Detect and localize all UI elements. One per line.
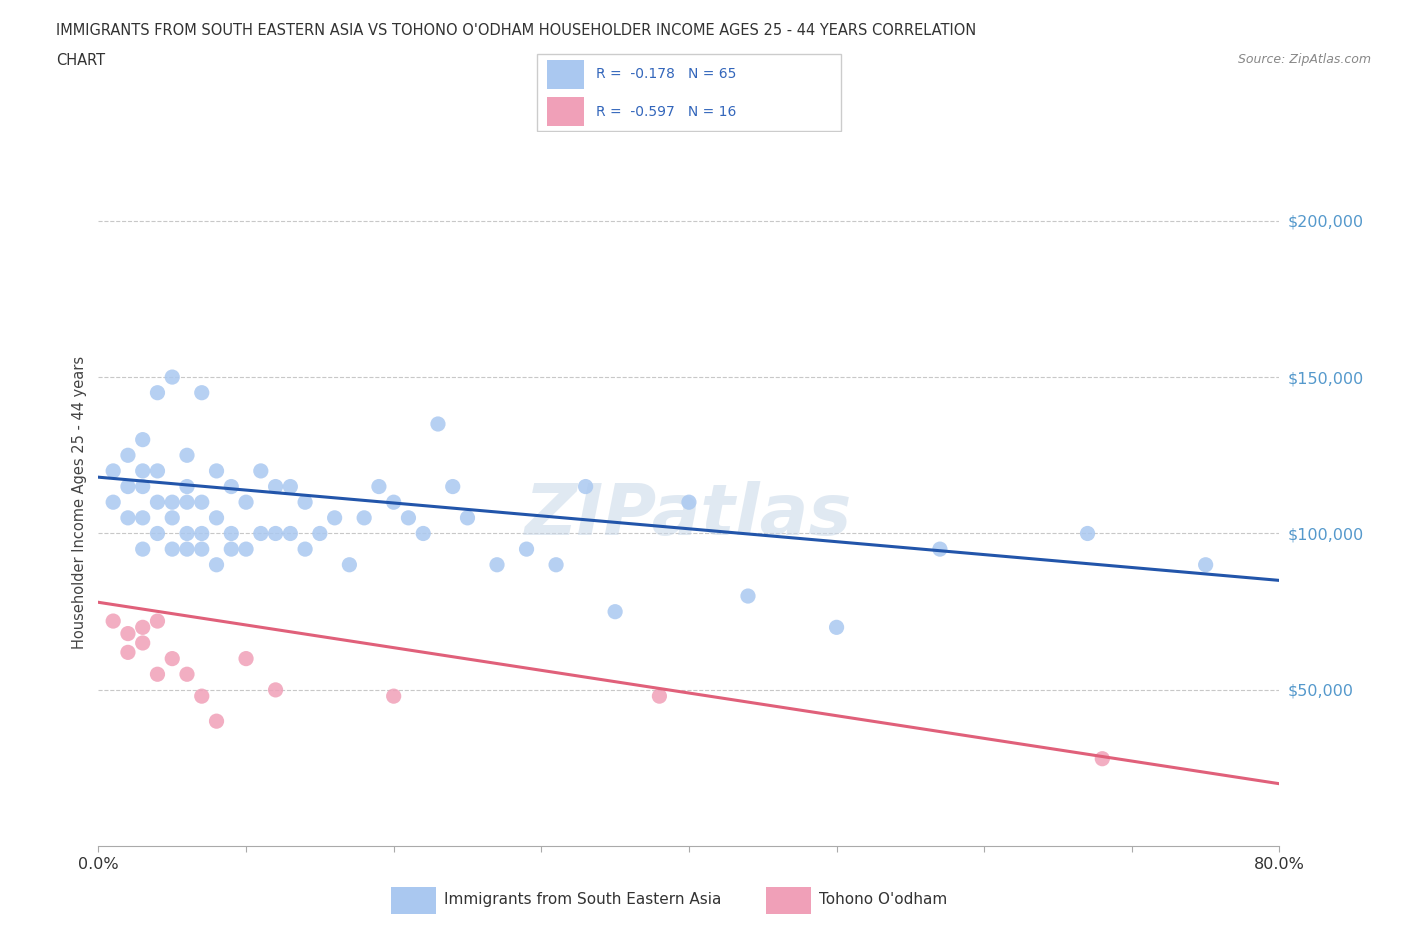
Text: Immigrants from South Eastern Asia: Immigrants from South Eastern Asia: [444, 892, 721, 908]
Y-axis label: Householder Income Ages 25 - 44 years: Householder Income Ages 25 - 44 years: [72, 355, 87, 649]
Point: [162, 541, 183, 556]
Point: [191, 385, 214, 400]
Point: [132, 511, 155, 525]
Point: [574, 479, 596, 494]
Point: [412, 526, 434, 541]
Point: [427, 417, 450, 432]
Point: [294, 541, 316, 556]
Point: [486, 557, 509, 572]
Point: [191, 526, 214, 541]
Point: [132, 635, 155, 650]
Point: [117, 479, 139, 494]
Point: [176, 448, 198, 463]
Point: [146, 614, 169, 629]
Point: [382, 689, 405, 704]
Point: [368, 479, 391, 494]
Point: [441, 479, 464, 494]
Point: [250, 463, 273, 478]
Point: [132, 463, 155, 478]
Point: [146, 495, 169, 510]
Point: [264, 683, 287, 698]
Point: [825, 620, 848, 635]
Point: [103, 463, 125, 478]
Point: [1195, 557, 1218, 572]
Text: R =  -0.597   N = 16: R = -0.597 N = 16: [596, 104, 737, 118]
Point: [191, 689, 214, 704]
Text: Source: ZipAtlas.com: Source: ZipAtlas.com: [1237, 53, 1371, 66]
Point: [309, 526, 332, 541]
Point: [515, 541, 537, 556]
Point: [928, 541, 950, 556]
Point: [146, 463, 169, 478]
Point: [1077, 526, 1099, 541]
Point: [162, 511, 183, 525]
Point: [132, 541, 155, 556]
Point: [132, 620, 155, 635]
Point: [339, 557, 360, 572]
Point: [176, 526, 198, 541]
Point: [264, 479, 287, 494]
Point: [205, 511, 228, 525]
Point: [396, 511, 419, 525]
Point: [176, 541, 198, 556]
Point: [117, 626, 139, 641]
Point: [103, 495, 125, 510]
Point: [1091, 751, 1114, 766]
Point: [219, 526, 242, 541]
Point: [162, 651, 183, 666]
Point: [146, 667, 169, 682]
Point: [205, 557, 228, 572]
Point: [176, 479, 198, 494]
Point: [250, 526, 273, 541]
Point: [235, 495, 257, 510]
Point: [353, 511, 375, 525]
Point: [605, 604, 627, 619]
Point: [103, 614, 125, 629]
Point: [146, 526, 169, 541]
Point: [456, 511, 478, 525]
Point: [132, 479, 155, 494]
Point: [219, 479, 242, 494]
Point: [678, 495, 700, 510]
Text: ZIPatlas: ZIPatlas: [526, 482, 852, 551]
Point: [235, 541, 257, 556]
Point: [264, 526, 287, 541]
Text: R =  -0.178   N = 65: R = -0.178 N = 65: [596, 67, 737, 81]
Point: [648, 689, 671, 704]
Point: [294, 495, 316, 510]
Point: [191, 495, 214, 510]
Point: [323, 511, 346, 525]
Point: [176, 667, 198, 682]
Point: [205, 463, 228, 478]
Point: [278, 479, 302, 494]
Point: [737, 589, 759, 604]
Text: Tohono O'odham: Tohono O'odham: [818, 892, 948, 908]
Point: [132, 432, 155, 447]
Bar: [547, 60, 583, 88]
Text: IMMIGRANTS FROM SOUTH EASTERN ASIA VS TOHONO O'ODHAM HOUSEHOLDER INCOME AGES 25 : IMMIGRANTS FROM SOUTH EASTERN ASIA VS TO…: [56, 23, 977, 38]
Point: [205, 713, 228, 728]
Point: [191, 541, 214, 556]
Bar: [547, 98, 583, 126]
Point: [219, 541, 242, 556]
Point: [117, 448, 139, 463]
Point: [382, 495, 405, 510]
Point: [146, 385, 169, 400]
Text: CHART: CHART: [56, 53, 105, 68]
Point: [278, 526, 302, 541]
Point: [176, 495, 198, 510]
Bar: [391, 887, 436, 914]
Point: [117, 644, 139, 659]
Point: [546, 557, 568, 572]
Point: [235, 651, 257, 666]
Point: [162, 495, 183, 510]
Bar: [766, 887, 811, 914]
Point: [117, 511, 139, 525]
Point: [162, 369, 183, 384]
